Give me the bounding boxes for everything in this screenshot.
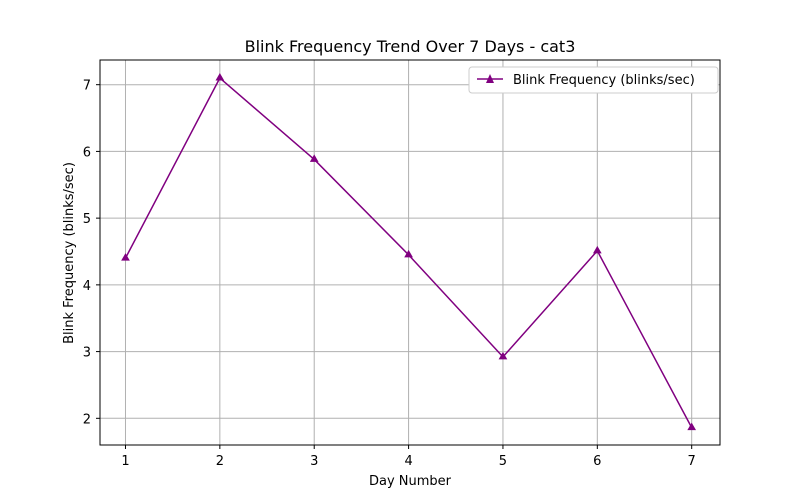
y-tick-label: 6 (83, 145, 91, 160)
x-tick-label: 2 (216, 454, 224, 469)
data-point-marker (592, 245, 602, 254)
tick-label-layer: 1 2 3 4 5 6 7 2 3 4 5 6 7 (83, 79, 696, 469)
y-tick-label: 3 (83, 346, 91, 361)
legend-marker-triangle (486, 74, 494, 83)
plot-frame (99, 59, 721, 446)
legend-box (468, 66, 719, 94)
data-point-marker (404, 249, 413, 258)
x-tick-label: 4 (404, 454, 412, 469)
x-tick-label: 1 (121, 454, 129, 469)
x-tick-label: 7 (688, 454, 696, 469)
data-point-marker (687, 422, 697, 431)
x-tick-label: 6 (593, 454, 601, 469)
data-point-marker (309, 154, 319, 162)
y-tick-label: 2 (83, 412, 91, 427)
series-layer (121, 73, 697, 431)
grid-layer (100, 60, 720, 445)
y-tick-label: 5 (83, 212, 91, 227)
x-tick-label: 3 (310, 454, 318, 469)
y-axis-label: Blink Frequency (blinks/sec) (62, 162, 77, 344)
chart-title: Blink Frequency Trend Over 7 Days - cat3 (245, 37, 576, 56)
data-point-marker (498, 351, 508, 360)
y-tick-label: 7 (83, 79, 91, 94)
axes-layer (96, 59, 721, 449)
legend: Blink Frequency (blinks/sec) (468, 66, 719, 94)
y-tick-label: 4 (83, 279, 91, 294)
data-point-marker (121, 253, 130, 261)
data-point-marker (215, 73, 225, 81)
x-axis-label: Day Number (369, 474, 452, 489)
legend-label: Blink Frequency (blinks/sec) (513, 73, 695, 88)
x-tick-label: 5 (499, 454, 507, 469)
